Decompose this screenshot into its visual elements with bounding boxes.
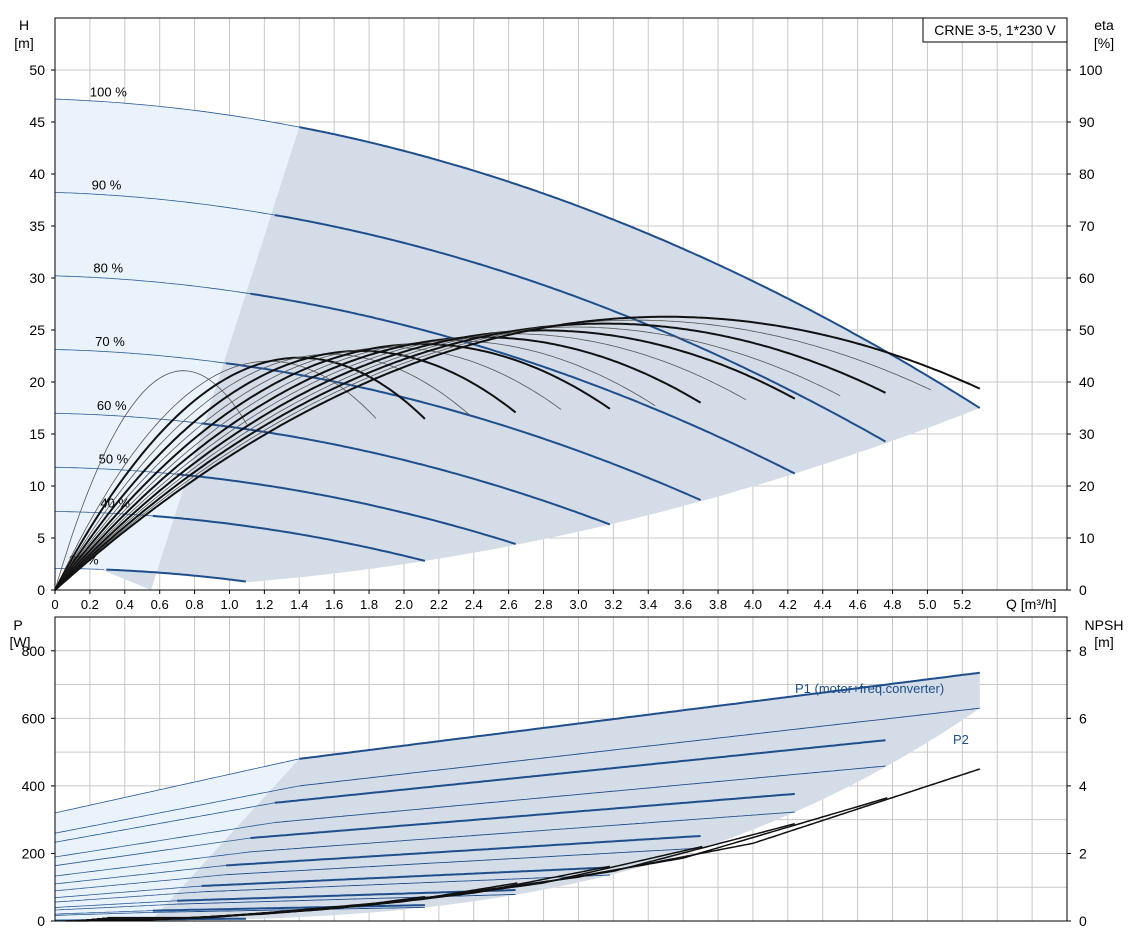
power-y-tick-label: 0 [37,913,45,929]
y-axis-unit: [m] [14,35,33,51]
x-tick-label: 5.0 [918,597,936,612]
npsh-tick-label: 8 [1079,643,1087,659]
x-tick-label: 1.6 [325,597,343,612]
x-tick-label: 1.0 [220,597,238,612]
y-tick-label: 15 [29,426,45,442]
x-tick-label: 1.2 [255,597,273,612]
power-y-tick-label: 200 [22,845,46,861]
x-tick-label: 4.2 [779,597,797,612]
speed-curve-label: 100 % [90,84,127,99]
y-tick-label: 10 [29,478,45,494]
y-tick-label: 40 [29,166,45,182]
speed-curve-label: 90 % [92,177,122,192]
y2-tick-label: 0 [1079,582,1087,598]
npsh-tick-label: 4 [1079,778,1087,794]
power-y-axis-label: P [13,617,22,633]
npsh-axis-unit: [m] [1094,634,1113,650]
x-tick-label: 2.0 [395,597,413,612]
npsh-tick-label: 2 [1079,845,1087,861]
y2-tick-label: 50 [1079,322,1095,338]
x-tick-label: 5.2 [953,597,971,612]
power-y-tick-label: 400 [22,778,46,794]
x-tick-label: 3.0 [569,597,587,612]
x-tick-label: 2.4 [465,597,483,612]
y-tick-label: 30 [29,270,45,286]
y-tick-label: 5 [37,530,45,546]
y-tick-label: 20 [29,374,45,390]
x-tick-label: 2.8 [535,597,553,612]
x-tick-label: 1.8 [360,597,378,612]
y2-tick-label: 90 [1079,114,1095,130]
y-tick-label: 0 [37,582,45,598]
npsh-tick-label: 6 [1079,710,1087,726]
y2-tick-label: 80 [1079,166,1095,182]
x-tick-label: 0.6 [151,597,169,612]
x-tick-label: 1.4 [290,597,308,612]
y-tick-label: 50 [29,62,45,78]
legend-p1: P1 (motor+freq.converter) [795,681,944,696]
x-tick-label: 4.4 [814,597,832,612]
x-tick-label: 3.4 [639,597,657,612]
y2-tick-label: 40 [1079,374,1095,390]
x-tick-label: 3.8 [709,597,727,612]
power-y-tick-label: 600 [22,710,46,726]
y2-tick-label: 70 [1079,218,1095,234]
speed-curve-label: 60 % [97,398,127,413]
y2-tick-label: 30 [1079,426,1095,442]
x-tick-label: 4.6 [849,597,867,612]
y2-axis-label: eta [1094,17,1114,33]
npsh-tick-label: 0 [1079,913,1087,929]
y-tick-label: 35 [29,218,45,234]
x-tick-label: 3.2 [604,597,622,612]
y2-tick-label: 100 [1079,62,1103,78]
power-y-axis-unit: [W] [10,634,31,650]
x-tick-label: 4.8 [883,597,901,612]
x-axis-label: Q [m³/h] [1006,596,1057,612]
speed-curve-label: 80 % [93,261,123,276]
x-tick-label: 2.6 [500,597,518,612]
x-tick-label: 0 [51,597,58,612]
x-tick-label: 0.8 [186,597,204,612]
y2-axis-unit: [%] [1094,35,1114,51]
x-tick-label: 0.4 [116,597,134,612]
legend-p2: P2 [953,732,969,747]
y-tick-label: 25 [29,322,45,338]
speed-curve-label: 50 % [99,452,129,467]
y-tick-label: 45 [29,114,45,130]
x-tick-label: 2.2 [430,597,448,612]
x-tick-label: 4.0 [744,597,762,612]
y-axis-label: H [19,17,29,33]
y2-tick-label: 10 [1079,530,1095,546]
x-tick-label: 3.6 [674,597,692,612]
y2-tick-label: 20 [1079,478,1095,494]
chart-title: CRNE 3-5, 1*230 V [934,22,1056,38]
speed-curve-label: 70 % [95,334,125,349]
npsh-axis-label: NPSH [1085,617,1124,633]
y2-tick-label: 60 [1079,270,1095,286]
x-tick-label: 0.2 [81,597,99,612]
